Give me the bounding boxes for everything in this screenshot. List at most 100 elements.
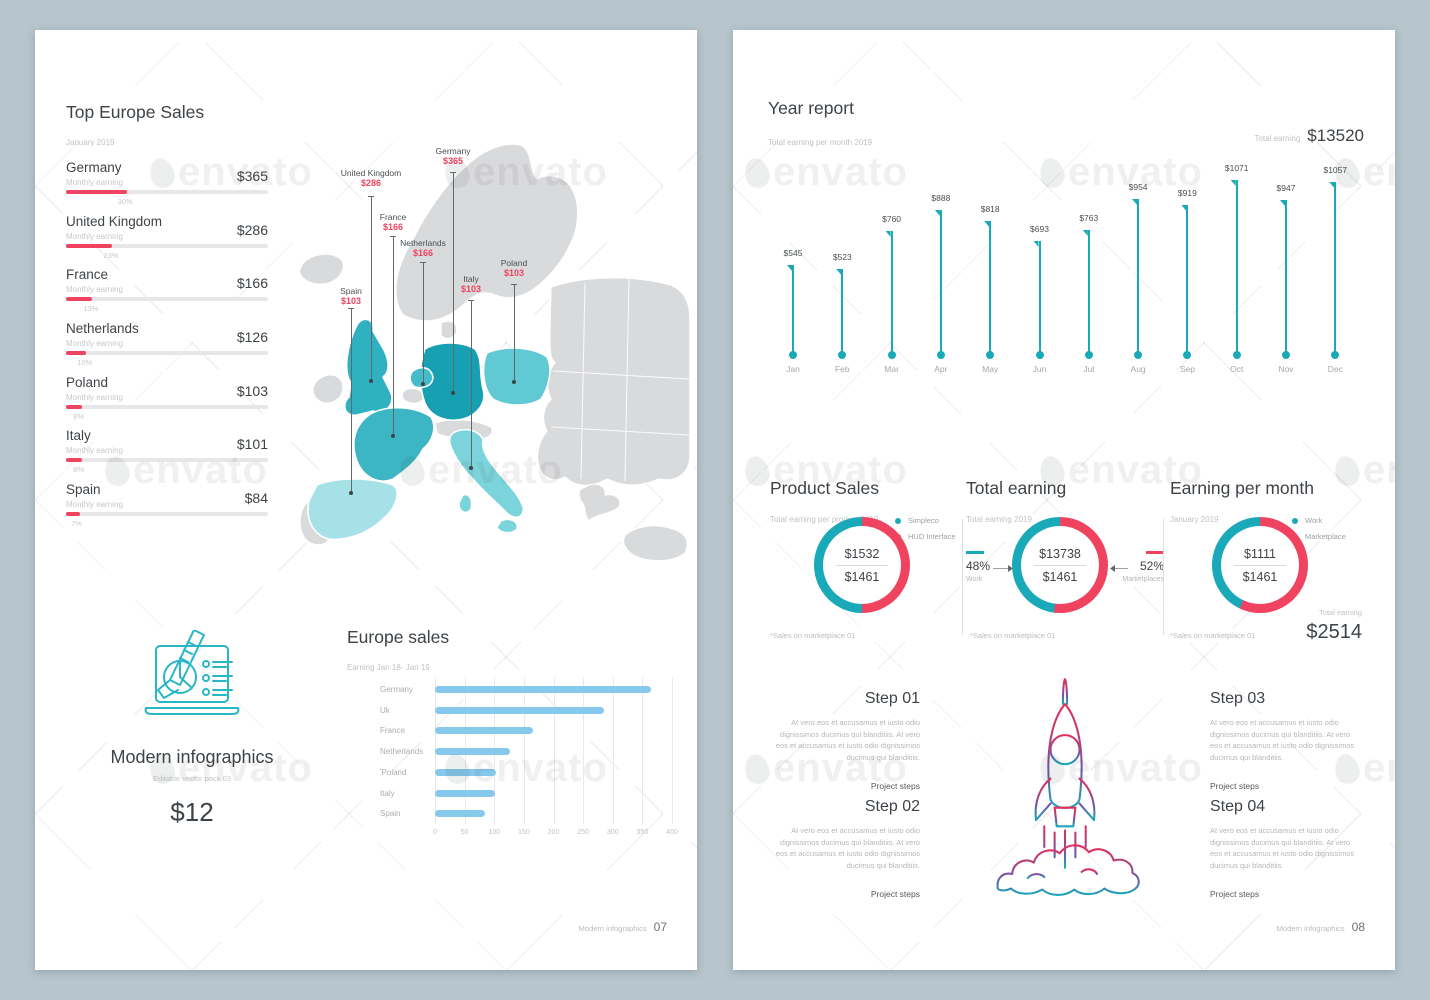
map-sardinia (458, 493, 473, 514)
envato-watermark-text: envato (1363, 448, 1395, 492)
footer-label: Modern infographics (578, 924, 647, 933)
europe-sales-chart: Europe sales Earning Jan 18- Jan 19 0 50 1… (347, 627, 692, 885)
country-name: Poland (66, 374, 109, 390)
callout-arrow-left (1008, 565, 1013, 572)
step-02: Step 02 At vero eos et accusamus et iust… (770, 798, 920, 899)
map-country-value: $166 (382, 222, 404, 232)
map-united-kingdom (344, 318, 393, 416)
lollipop-value: $919 (1177, 188, 1197, 198)
monthly-earning-label: Monthly earning (66, 392, 123, 402)
grid-line (523, 677, 525, 824)
map-label-italy: Italy $103 (426, 274, 516, 294)
step-body: At vero eos et accusamus et iusto odio d… (1210, 718, 1355, 762)
marketplace-note: *Sales on marketplace 01 (1170, 631, 1256, 640)
monthly-earning-label: Monthly earning (66, 339, 123, 349)
earning-per-month-donut: $1111 $1461 (1212, 517, 1308, 613)
work-callout: 48% Work (966, 551, 1012, 583)
bar (435, 768, 497, 776)
lollipop-stem (939, 210, 942, 354)
donut-value-bottom: $1461 (1042, 569, 1078, 584)
legend-item: Work (1292, 516, 1346, 525)
bar (435, 810, 485, 818)
lollipop-dot (887, 351, 896, 359)
month-label: Mar (884, 364, 899, 374)
map-belgium (401, 387, 424, 405)
legend-label: Simpleco (908, 516, 939, 525)
month-label: Feb (834, 364, 850, 374)
monthly-earning-label: Monthly earning (66, 178, 123, 187)
lollipop-stem (1334, 182, 1337, 354)
map-country-name: Italy (463, 274, 479, 284)
lollipop-value: $545 (783, 248, 803, 258)
grid-line (583, 677, 585, 824)
map-country-value: $103 (460, 284, 482, 294)
legend-dot (1292, 517, 1298, 524)
sales-list-item: Germany Monthly earning $365 30% (66, 158, 268, 212)
country-value: $84 (244, 490, 268, 507)
x-tick-label: 150 (518, 829, 530, 836)
month-total-value: $2514 (1306, 621, 1362, 643)
bar-category-label: Germany (380, 685, 413, 694)
lollipop-stem (1038, 241, 1041, 354)
month-label: May (982, 364, 999, 374)
lollipop-dot (1183, 351, 1192, 359)
map-scandinavia (395, 143, 579, 322)
map-poland (482, 347, 551, 406)
envato-watermark-text: envato (1363, 746, 1395, 790)
progress-track (66, 404, 268, 409)
lollipop-stem (792, 265, 794, 354)
lollipop-stem (1235, 180, 1238, 354)
map-ireland (312, 374, 344, 404)
country-name: United Kingdom (66, 213, 163, 229)
country-value: $166 (236, 275, 268, 292)
lollipop-dot (1282, 351, 1290, 359)
lollipop-value: $760 (882, 214, 902, 224)
monthly-earning-label: Monthly earning (66, 231, 123, 241)
map-label-france: France $166 (348, 212, 438, 232)
year-total-value: $13520 (1307, 126, 1364, 145)
country-name: Netherlands (66, 321, 139, 337)
legend-item: Simpleco (895, 516, 956, 525)
marketplaces-label: Marketplaces (1122, 576, 1164, 583)
marketplaces-pct: 52% (1139, 559, 1164, 573)
map-leader-line (420, 262, 426, 386)
work-label: Work (966, 576, 983, 583)
legend-label: Marketplace (1305, 532, 1346, 541)
country-name: Spain (66, 482, 101, 498)
progress-fill (66, 243, 113, 248)
x-tick-label: 50 (460, 829, 469, 836)
map-country-name: Germany (435, 146, 471, 156)
year-total: Total earning $13520 (1254, 126, 1364, 146)
month-label: Apr (934, 364, 948, 374)
product-sales-donut: $1532 $1461 (814, 517, 910, 613)
lollipop-stem (1285, 200, 1287, 354)
donut-value-bottom: $1461 (844, 569, 880, 584)
lollipop-dot (838, 351, 847, 359)
map-denmark (440, 320, 458, 340)
bar (435, 706, 605, 714)
lollipop-value: $947 (1276, 183, 1296, 193)
sales-list-item: United Kingdom Monthly earning $286 23% (66, 212, 268, 266)
progress-track (66, 190, 268, 194)
step-title: Step 03 (1210, 690, 1266, 707)
marketplaces-dash (1146, 551, 1164, 554)
lollipop-dot (1232, 351, 1241, 359)
x-tick-label: 400 (666, 829, 678, 836)
lollipop-stem (1137, 199, 1140, 354)
month-label: Dec (1327, 364, 1343, 374)
monthly-earning-lollipop-chart: $545 Jan $523 Feb $760 Mar $888 Apr $818 May $693 J… (733, 30, 1395, 390)
step-title: Step 02 (864, 798, 920, 815)
step-body: At vero eos et accusamus et iusto odio d… (775, 718, 920, 762)
bar-category-label: Uk (380, 705, 390, 715)
progress-percent: 13% (83, 304, 99, 314)
lollipop-dot (936, 351, 945, 359)
step-title: Step 01 (864, 690, 920, 707)
progress-percent: 23% (103, 250, 119, 260)
product-sales-title: Product Sales (770, 478, 879, 498)
donut-center: $1532 $1461 (814, 517, 910, 613)
donut-center: $13738 $1461 (1012, 517, 1108, 613)
sales-list-item: France Monthly earning $166 13% (66, 265, 268, 319)
legend-label: Work (1305, 516, 1323, 525)
map-italy (448, 428, 524, 518)
map-label-germany: Germany $365 (408, 146, 498, 166)
